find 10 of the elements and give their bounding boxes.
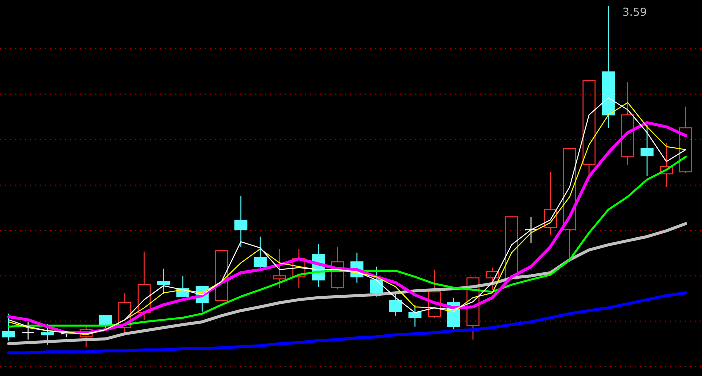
candlestick [234,195,248,248]
candlestick [157,268,170,295]
candlestick [602,6,616,129]
annotation: 3.59 [622,6,648,19]
candlestick [660,142,674,188]
candlestick [2,313,16,342]
candlestick [544,172,558,236]
candlestick [640,124,654,177]
candlestick [621,82,634,166]
candlestick [524,216,538,244]
